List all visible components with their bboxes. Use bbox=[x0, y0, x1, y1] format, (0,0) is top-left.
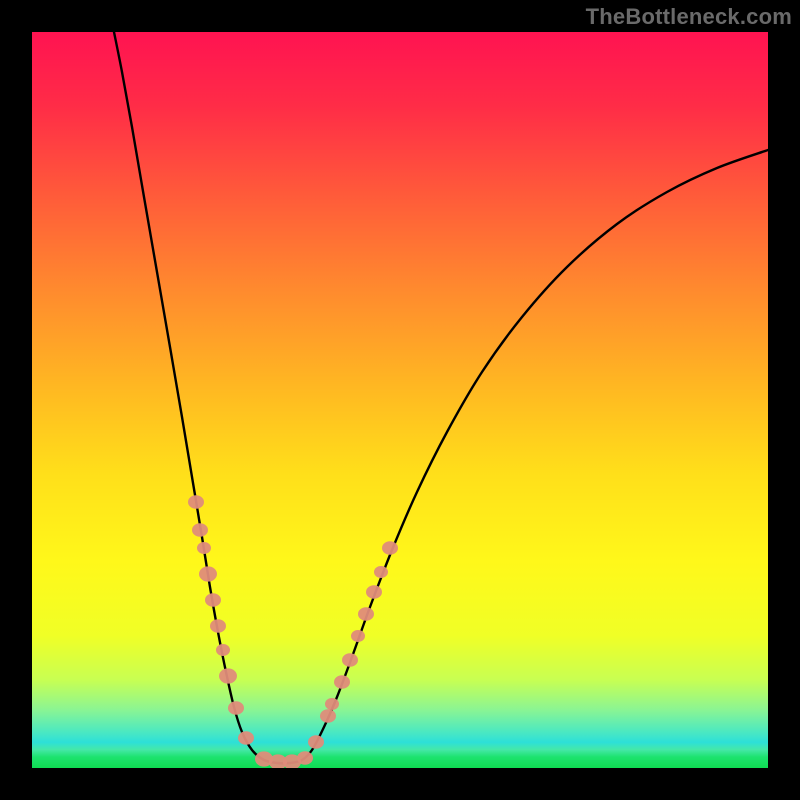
data-dot bbox=[382, 541, 398, 555]
data-dot bbox=[199, 566, 217, 581]
data-dot bbox=[325, 698, 339, 710]
frame-left bbox=[0, 0, 32, 800]
data-dot bbox=[374, 566, 388, 578]
data-dot bbox=[188, 495, 204, 509]
data-dot bbox=[308, 735, 324, 749]
plot-svg bbox=[32, 32, 768, 768]
data-dot bbox=[192, 523, 208, 537]
data-dot bbox=[219, 668, 237, 683]
data-dot bbox=[216, 644, 230, 656]
data-dot bbox=[320, 709, 336, 723]
data-dot bbox=[228, 701, 244, 715]
bottleneck-curve bbox=[114, 32, 768, 763]
data-dot bbox=[197, 542, 211, 554]
data-dot bbox=[297, 751, 313, 765]
data-dot bbox=[210, 619, 226, 633]
data-dot bbox=[351, 630, 365, 642]
frame-bottom bbox=[0, 768, 800, 800]
plot-area bbox=[32, 32, 768, 768]
data-dot bbox=[205, 593, 221, 607]
data-dot bbox=[358, 607, 374, 621]
data-dot bbox=[366, 585, 382, 599]
frame-right bbox=[768, 0, 800, 800]
data-dot bbox=[342, 653, 358, 667]
watermark-text: TheBottleneck.com bbox=[586, 4, 792, 30]
data-dot bbox=[334, 675, 350, 689]
data-dot bbox=[238, 731, 254, 745]
